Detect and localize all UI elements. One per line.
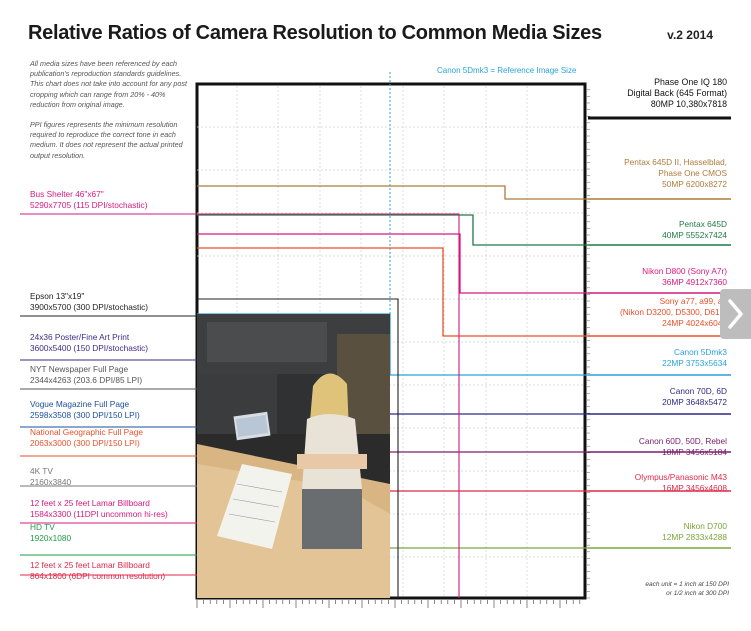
camera-label-line: 80MP 10,380x7818: [650, 99, 727, 109]
camera-label-line: 18MP 3456x5184: [662, 447, 727, 457]
unit-footnote: each unit = 1 inch at 150 DPI or 1/2 inc…: [645, 580, 729, 598]
media-label-line: 864x1800 (6DPI common resolution): [30, 571, 166, 581]
next-slide-button[interactable]: [720, 289, 751, 339]
camera-label-line: Pentax 645D: [679, 219, 727, 229]
media-outline-0: [197, 213, 460, 598]
camera-label: Canon 60D, 50D, Rebel 18MP 3456x5184: [639, 436, 727, 458]
media-label-line: Bus Shelter 46"x67": [30, 189, 104, 199]
media-label-line: HD TV: [30, 522, 55, 532]
media-label-line: 2344x4263 (203.6 DPI/85 LPI): [30, 375, 143, 385]
camera-label: Nikon D800 (Sony A7r) 36MP 4912x7360: [642, 266, 727, 288]
camera-label-line: Nikon D700: [683, 521, 727, 531]
camera-label-line: Digital Back (645 Format): [627, 88, 727, 98]
media-label-line: National Geographic Full Page: [30, 427, 143, 437]
camera-label: Nikon D700 12MP 2833x4288: [662, 521, 727, 543]
reference-photo: [197, 314, 390, 598]
media-label: 12 feet x 25 feet Lamar Billboard 1584x33…: [30, 498, 168, 520]
media-label: National Geographic Full Page 2063x3000 (…: [30, 427, 143, 449]
camera-label: Pentax 645D II, Hasselblad, Phase One CMO…: [624, 157, 727, 190]
camera-label: Sony a77, a99, a7 (Nikon D3200, D5300, D6…: [620, 296, 727, 329]
version-label: v.2 2014: [667, 28, 713, 42]
media-label-line: 4K TV: [30, 466, 53, 476]
camera-label-line: 16MP 3456x4608: [662, 483, 727, 493]
intro-paragraph-1: All media sizes have been referenced by …: [30, 59, 188, 109]
intro-paragraph-2: PPI figures represents the minimum resol…: [30, 120, 183, 160]
chevron-right-icon: [728, 299, 743, 329]
camera-label-line: 50MP 6200x8272: [662, 179, 727, 189]
camera-label: Pentax 645D 40MP 5552x7424: [662, 219, 727, 241]
camera-label-line: (Nikon D3200, D5300, D610): [620, 307, 727, 317]
media-outline-1: [197, 298, 399, 598]
media-label: NYT Newspaper Full Page 2344x4263 (203.6 …: [30, 364, 142, 386]
camera-label-line: Phase One IQ 180: [654, 77, 727, 87]
media-label: 12 feet x 25 feet Lamar Billboard 864x180…: [30, 560, 165, 582]
media-label-line: 5290x7705 (115 DPI/stochastic): [30, 200, 148, 210]
camera-label-line: Pentax 645D II, Hasselblad,: [624, 157, 727, 167]
media-label-line: 12 feet x 25 feet Lamar Billboard: [30, 498, 150, 508]
camera-label-line: Sony a77, a99, a7: [659, 296, 727, 306]
media-label: Bus Shelter 46"x67" 5290x7705 (115 DPI/st…: [30, 189, 147, 211]
media-label-line: 1920x1080: [30, 533, 72, 543]
media-label: HD TV 1920x1080: [30, 522, 71, 544]
media-label-line: Vogue Magazine Full Page: [30, 399, 130, 409]
media-label-line: Epson 13"x19": [30, 291, 85, 301]
camera-outline-1: [197, 185, 588, 200]
media-label: 4K TV 2160x3840: [30, 466, 71, 488]
camera-label-line: 24MP 4024x6048: [662, 318, 727, 328]
media-label-line: NYT Newspaper Full Page: [30, 364, 129, 374]
camera-label: Canon 5Dmk3 22MP 3753x5634: [662, 347, 727, 369]
camera-outline-4: [197, 247, 588, 337]
media-label-line: 3900x5700 (300 DPI/stochastic): [30, 302, 149, 312]
reference-note: Canon 5Dmk3 = Reference Image Size: [437, 66, 577, 75]
camera-label-line: 40MP 5552x7424: [662, 230, 727, 240]
camera-label: Olympus/Panasonic M43 16MP 3456x4608: [635, 472, 727, 494]
media-label-line: 1584x3300 (11DPI uncommon hi-res): [30, 509, 168, 519]
camera-label-line: Canon 60D, 50D, Rebel: [638, 436, 727, 446]
intro-text: All media sizes have been referenced by …: [30, 59, 188, 171]
office-photo-illustration: [197, 314, 390, 598]
camera-label-line: 20MP 3648x5472: [662, 397, 727, 407]
media-label-line: 12 feet x 25 feet Lamar Billboard: [30, 560, 150, 570]
media-label-line: 2598x3508 (300 DPI/150 LPI): [30, 410, 140, 420]
camera-label-line: Canon 5Dmk3: [673, 347, 727, 357]
camera-label-line: Olympus/Panasonic M43: [634, 472, 727, 482]
camera-label-line: Nikon D800 (Sony A7r): [642, 266, 727, 276]
camera-label-line: Phase One CMOS: [658, 168, 727, 178]
media-label: Vogue Magazine Full Page 2598x3508 (300 D…: [30, 399, 140, 421]
camera-label-line: 36MP 4912x7360: [662, 277, 727, 287]
media-label-line: 24x36 Poster/Fine Art Print: [30, 332, 130, 342]
camera-outline-3: [197, 233, 588, 294]
chart-title: Relative Ratios of Camera Resolution to …: [28, 22, 602, 44]
camera-label-line: 22MP 3753x5634: [662, 358, 727, 368]
camera-label-line: Canon 70D, 6D: [669, 386, 727, 396]
camera-outline-2: [197, 214, 588, 246]
camera-label: Phase One IQ 180 Digital Back (645 Format…: [627, 77, 727, 110]
media-label: 24x36 Poster/Fine Art Print 3600x5400 (15…: [30, 332, 148, 354]
media-label-line: 2160x3840: [30, 477, 72, 487]
camera-label: Canon 70D, 6D 20MP 3648x5472: [662, 386, 727, 408]
footnote-line-1: each unit = 1 inch at 150 DPI: [645, 581, 729, 588]
media-label-line: 2063x3000 (300 DPI/150 LPI): [30, 438, 140, 448]
camera-label-line: 12MP 2833x4288: [662, 532, 727, 542]
media-label-line: 3600x5400 (150 DPI/stochastic): [30, 343, 149, 353]
media-label: Epson 13"x19" 3900x5700 (300 DPI/stochast…: [30, 291, 148, 313]
footnote-line-2: or 1/2 inch at 300 DPI: [666, 590, 729, 597]
